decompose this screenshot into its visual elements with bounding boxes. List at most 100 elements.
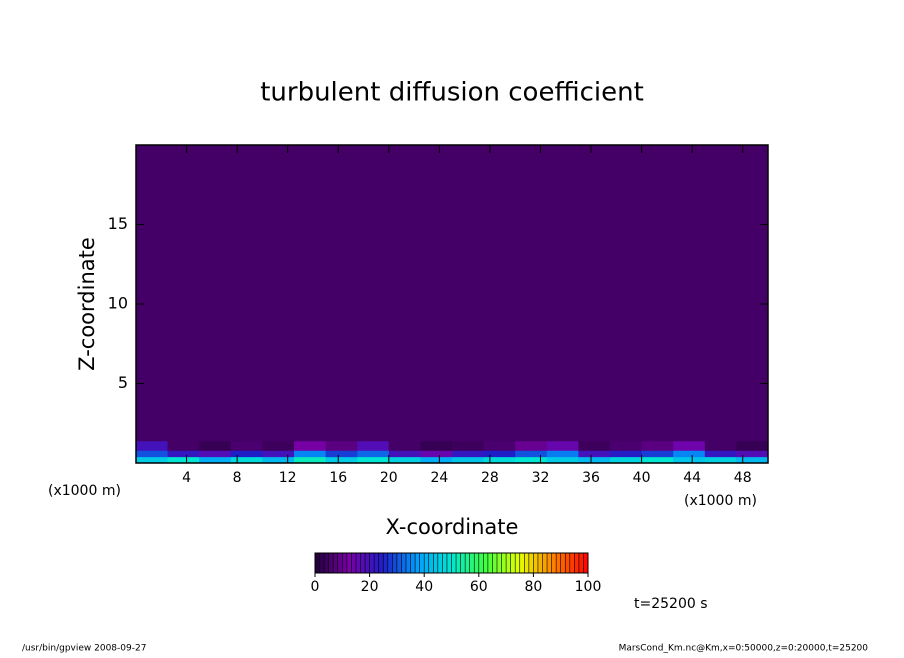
- heat-cell: [546, 440, 579, 451]
- x-tick-label: 48: [734, 470, 752, 486]
- colorbar-tick-label: 20: [361, 579, 379, 595]
- x-tick-label: 12: [279, 470, 297, 486]
- colorbar-segment: [442, 553, 448, 573]
- colorbar-segment: [406, 553, 411, 573]
- x-tick-label: 8: [233, 470, 242, 486]
- colorbar-segment: [383, 553, 389, 573]
- heat-cell: [325, 440, 358, 451]
- heat-cell: [357, 450, 390, 458]
- colorbar-segment: [547, 553, 552, 573]
- colorbar-segment: [483, 553, 489, 573]
- y-tick-label: 10: [108, 294, 128, 313]
- x-tick-label: 20: [380, 470, 398, 486]
- heat-cell: [262, 456, 295, 464]
- colorbar-segment: [542, 553, 548, 573]
- x-tick-label: 44: [683, 470, 701, 486]
- heat-cell: [420, 145, 453, 442]
- heat-cell: [136, 145, 169, 442]
- colorbar-segment: [501, 553, 507, 573]
- heat-cell: [199, 450, 232, 458]
- x-axis-label: X-coordinate: [386, 515, 519, 539]
- colorbar-segment: [355, 553, 361, 573]
- colorbar-segment: [460, 553, 466, 573]
- colorbar-segment: [374, 553, 379, 573]
- heat-cell: [673, 456, 706, 464]
- colorbar-segment: [569, 553, 575, 573]
- colorbar-segment: [410, 553, 416, 573]
- heat-cell: [230, 440, 263, 451]
- x-tick-label: 24: [430, 470, 448, 486]
- heat-cell: [357, 440, 390, 451]
- heat-cell: [388, 145, 421, 442]
- heat-cell: [704, 450, 737, 458]
- colorbar-segment: [378, 553, 384, 573]
- colorbar-segment: [474, 553, 480, 573]
- colorbar-segment: [469, 553, 475, 573]
- colorbar-segment: [524, 553, 530, 573]
- colorbar-segment: [478, 553, 484, 573]
- x-unit-label: (x1000 m): [48, 483, 121, 499]
- heat-cell: [262, 145, 295, 442]
- colorbar-segment: [328, 553, 334, 573]
- heat-cell: [325, 456, 358, 464]
- heat-cell: [357, 456, 390, 464]
- colorbar-segment: [428, 553, 434, 573]
- x-tick-label: 4: [182, 470, 191, 486]
- colorbar-segment: [424, 553, 430, 573]
- heat-cell: [294, 450, 327, 458]
- heat-cell: [641, 456, 674, 464]
- colorbar-tick-label: 0: [311, 579, 320, 595]
- heat-cell: [515, 145, 548, 442]
- time-label: t=25200 s: [634, 596, 708, 612]
- colorbar-segment: [337, 553, 343, 573]
- colorbar-tick-label: 100: [575, 579, 602, 595]
- colorbar-segment: [506, 553, 511, 573]
- y-tick-label: 15: [108, 214, 128, 233]
- colorbar-segment: [510, 553, 516, 573]
- x-tick-label: 32: [532, 470, 550, 486]
- heat-cell: [578, 456, 611, 464]
- heat-cell: [230, 456, 263, 464]
- heat-cell: [546, 456, 579, 464]
- heat-cell: [262, 450, 295, 458]
- heat-cell: [704, 145, 737, 442]
- colorbar-segment: [492, 553, 498, 573]
- colorbar-segment: [342, 553, 348, 573]
- heat-cell: [515, 440, 548, 451]
- heat-cell: [136, 456, 169, 464]
- heat-cell: [515, 450, 548, 458]
- colorbar-segment: [556, 553, 561, 573]
- heat-cell: [136, 450, 169, 458]
- colorbar-segment: [519, 553, 525, 573]
- colorbar-segment: [574, 553, 580, 573]
- heat-cell: [610, 145, 643, 442]
- colorbar-segment: [319, 553, 325, 573]
- heat-cell: [483, 456, 516, 464]
- heat-cell: [294, 456, 327, 464]
- colorbar-segment: [433, 553, 439, 573]
- heat-cell: [641, 440, 674, 451]
- colorbar-segment: [497, 553, 502, 573]
- x-tick-label: 16: [329, 470, 347, 486]
- heat-cell: [357, 145, 390, 442]
- heat-cell: [388, 440, 421, 451]
- colorbar-segment: [369, 553, 375, 573]
- heat-cell: [420, 450, 453, 458]
- colorbar-segment: [346, 553, 352, 573]
- colorbar-segment: [446, 553, 452, 573]
- colorbar-segment: [365, 553, 370, 573]
- heat-cell: [388, 456, 421, 464]
- heat-cell: [610, 440, 643, 451]
- heat-cell: [736, 456, 769, 464]
- heat-cell: [546, 450, 579, 458]
- colorbar-segment: [465, 553, 470, 573]
- heat-cell: [325, 145, 358, 442]
- heat-cell: [230, 145, 263, 442]
- colorbar-frame: [314, 552, 589, 574]
- colorbar-segment: [315, 553, 320, 573]
- heat-cell: [704, 440, 737, 451]
- heat-cell: [199, 145, 232, 442]
- colorbar-segment: [401, 553, 407, 573]
- heat-cell: [230, 450, 263, 458]
